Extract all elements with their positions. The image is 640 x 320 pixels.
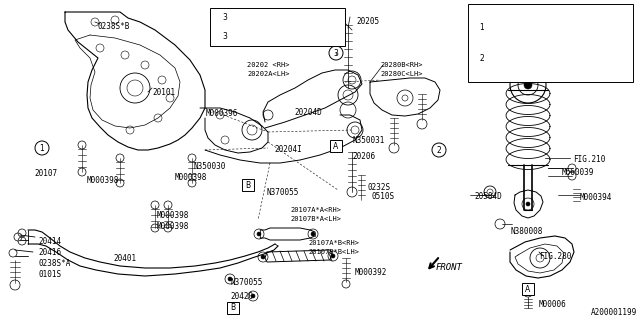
Text: M000439: M000439: [499, 70, 531, 79]
Text: 20107B*B<LH>: 20107B*B<LH>: [308, 249, 359, 255]
Text: 0101S: 0101S: [38, 270, 61, 279]
Text: 20107A*B<RH>: 20107A*B<RH>: [308, 240, 359, 246]
Text: 20202A<LH>: 20202A<LH>: [247, 71, 289, 77]
Text: 0510S: 0510S: [371, 192, 394, 201]
Text: 2: 2: [436, 146, 442, 155]
Text: 20101: 20101: [152, 88, 175, 97]
Text: 20107: 20107: [34, 169, 57, 178]
Text: FRONT: FRONT: [436, 263, 463, 272]
Text: M000392: M000392: [355, 268, 387, 277]
Text: M370010: M370010: [243, 13, 275, 22]
Text: (    -1406): ( -1406): [551, 55, 598, 62]
Circle shape: [261, 255, 265, 259]
Circle shape: [257, 232, 261, 236]
Text: M660039: M660039: [562, 168, 595, 177]
Text: M000397: M000397: [499, 54, 531, 63]
Text: M000451: M000451: [499, 38, 531, 47]
Text: N370055: N370055: [230, 278, 262, 287]
Text: 20416: 20416: [38, 248, 61, 257]
Text: (1608-    ): (1608- ): [551, 40, 598, 46]
Circle shape: [526, 202, 530, 206]
Text: 20205: 20205: [356, 17, 379, 26]
Text: N370055: N370055: [266, 188, 298, 197]
Text: (    -1310): ( -1310): [551, 9, 598, 15]
Text: (1406-    ): (1406- ): [551, 71, 598, 77]
Text: 0238S*B: 0238S*B: [97, 22, 129, 31]
Text: 1: 1: [40, 143, 44, 153]
Circle shape: [524, 81, 532, 89]
Bar: [522, 283, 534, 295]
Text: (1310-1608): (1310-1608): [551, 24, 598, 31]
Text: 20202 <RH>: 20202 <RH>: [247, 62, 289, 68]
Text: M000398: M000398: [157, 222, 189, 231]
Text: M370011: M370011: [243, 32, 275, 41]
Text: ( -1607): ( -1607): [298, 14, 332, 21]
Text: 20280C<LH>: 20280C<LH>: [380, 71, 422, 77]
Text: M000396: M000396: [206, 109, 238, 118]
Text: (1607- ): (1607- ): [298, 33, 332, 40]
Text: 20204I: 20204I: [274, 145, 301, 154]
Text: B: B: [245, 180, 251, 189]
Circle shape: [311, 232, 315, 236]
Text: 20206: 20206: [352, 152, 375, 161]
Bar: [210, 8, 345, 46]
Text: A200001199: A200001199: [591, 308, 637, 317]
Text: 20401: 20401: [113, 254, 136, 263]
Circle shape: [331, 254, 335, 258]
Text: N350031: N350031: [352, 136, 385, 145]
Text: 0232S: 0232S: [367, 183, 390, 192]
Circle shape: [228, 277, 232, 281]
Text: 3: 3: [223, 32, 227, 41]
Text: 3: 3: [223, 13, 227, 22]
Text: 0238S*A: 0238S*A: [38, 259, 70, 268]
Bar: [227, 302, 239, 314]
Text: A: A: [525, 284, 531, 293]
Circle shape: [251, 294, 255, 298]
Text: A: A: [333, 141, 339, 150]
Text: 20414: 20414: [38, 237, 61, 246]
Text: M000431: M000431: [499, 23, 531, 32]
Text: N350030: N350030: [193, 162, 225, 171]
Text: M000398: M000398: [175, 173, 207, 182]
Text: FIG.280: FIG.280: [539, 252, 572, 261]
Text: M00006: M00006: [539, 300, 567, 309]
Text: B: B: [230, 303, 236, 313]
Circle shape: [526, 290, 530, 294]
Text: 20204D: 20204D: [294, 108, 322, 117]
Text: 2: 2: [479, 54, 484, 63]
Text: M000398: M000398: [157, 211, 189, 220]
Text: M000398: M000398: [87, 176, 120, 185]
Bar: [468, 4, 633, 82]
Text: FIG.210: FIG.210: [573, 155, 605, 164]
Text: M000394: M000394: [580, 193, 612, 202]
Text: 20420: 20420: [230, 292, 253, 301]
Text: 20280B<RH>: 20280B<RH>: [380, 62, 422, 68]
Bar: [330, 140, 342, 152]
Text: 20107A*A<RH>: 20107A*A<RH>: [290, 207, 341, 213]
Text: M000304: M000304: [499, 7, 531, 16]
Text: 1: 1: [479, 23, 484, 32]
Text: 20107B*A<LH>: 20107B*A<LH>: [290, 216, 341, 222]
Text: N380008: N380008: [510, 227, 542, 236]
Bar: [242, 179, 254, 191]
Text: 3: 3: [333, 49, 339, 58]
Text: 20584D: 20584D: [474, 192, 502, 201]
